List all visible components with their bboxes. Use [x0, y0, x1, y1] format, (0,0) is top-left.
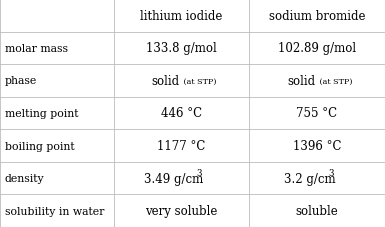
Text: melting point: melting point: [5, 109, 78, 118]
Text: 446 °C: 446 °C: [161, 107, 202, 120]
Text: 1396 °C: 1396 °C: [293, 139, 341, 152]
Text: solid: solid: [288, 75, 316, 88]
Text: boiling point: boiling point: [5, 141, 74, 151]
Text: very soluble: very soluble: [145, 204, 218, 217]
Text: density: density: [5, 173, 44, 183]
Text: 3: 3: [328, 168, 334, 177]
Text: 133.8 g/mol: 133.8 g/mol: [146, 42, 217, 55]
Text: 3.49 g/cm: 3.49 g/cm: [144, 172, 203, 185]
Text: sodium bromide: sodium bromide: [269, 10, 365, 23]
Text: 3: 3: [196, 168, 201, 177]
Text: 1177 °C: 1177 °C: [157, 139, 206, 152]
Text: (at STP): (at STP): [316, 77, 352, 85]
Text: phase: phase: [5, 76, 37, 86]
Text: soluble: soluble: [296, 204, 338, 217]
Text: lithium iodide: lithium iodide: [140, 10, 223, 23]
Text: solubility in water: solubility in water: [5, 206, 104, 216]
Text: (at STP): (at STP): [181, 77, 216, 85]
Text: molar mass: molar mass: [5, 44, 68, 54]
Text: 755 °C: 755 °C: [296, 107, 338, 120]
Text: solid: solid: [152, 75, 180, 88]
Text: 102.89 g/mol: 102.89 g/mol: [278, 42, 356, 55]
Text: 3.2 g/cm: 3.2 g/cm: [283, 172, 335, 185]
